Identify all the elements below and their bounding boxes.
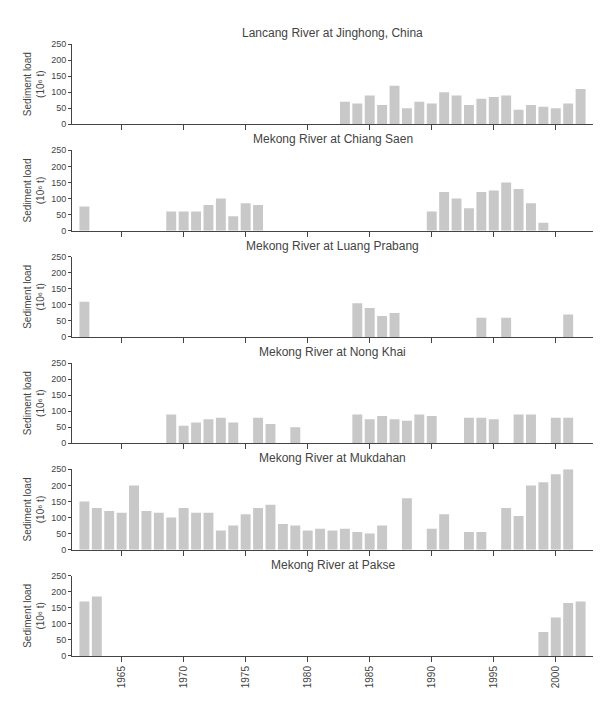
svg-text:1965: 1965	[116, 666, 127, 689]
svg-text:150: 150	[51, 71, 66, 81]
svg-text:100: 100	[51, 619, 66, 629]
svg-text:Sediment load(10⁶ t): Sediment load(10⁶ t)	[22, 159, 46, 223]
svg-text:150: 150	[51, 603, 66, 613]
svg-text:100: 100	[51, 87, 66, 97]
svg-text:1975: 1975	[240, 666, 251, 689]
svg-text:100: 100	[51, 406, 66, 416]
svg-text:0: 0	[61, 119, 66, 129]
svg-text:2000: 2000	[550, 666, 561, 689]
svg-text:200: 200	[51, 55, 66, 65]
svg-text:150: 150	[51, 390, 66, 400]
svg-text:Sediment load(10⁶ t): Sediment load(10⁶ t)	[22, 265, 46, 329]
svg-text:50: 50	[56, 103, 66, 113]
svg-text:0: 0	[61, 651, 66, 661]
svg-text:1985: 1985	[364, 666, 375, 689]
svg-text:Mekong River at Luang Prabang: Mekong River at Luang Prabang	[246, 239, 419, 253]
svg-text:1970: 1970	[178, 666, 189, 689]
svg-text:250: 250	[51, 145, 66, 155]
svg-text:150: 150	[51, 284, 66, 294]
svg-text:0: 0	[61, 545, 66, 555]
svg-text:200: 200	[51, 481, 66, 491]
svg-text:0: 0	[61, 438, 66, 448]
svg-text:100: 100	[51, 194, 66, 204]
svg-text:200: 200	[51, 587, 66, 597]
svg-text:200: 200	[51, 374, 66, 384]
svg-text:200: 200	[51, 162, 66, 172]
svg-text:0: 0	[61, 226, 66, 236]
svg-text:150: 150	[51, 178, 66, 188]
svg-text:Mekong River at Nong Khai: Mekong River at Nong Khai	[259, 345, 406, 359]
svg-text:Lancang River at Jinghong, Chi: Lancang River at Jinghong, China	[242, 26, 423, 40]
svg-text:250: 250	[51, 39, 66, 49]
svg-text:200: 200	[51, 268, 66, 278]
svg-text:Sediment load(10⁶ t): Sediment load(10⁶ t)	[22, 478, 46, 542]
svg-text:250: 250	[51, 571, 66, 581]
svg-text:250: 250	[51, 252, 66, 262]
svg-text:250: 250	[51, 464, 66, 474]
svg-text:50: 50	[56, 210, 66, 220]
svg-text:50: 50	[56, 422, 66, 432]
svg-text:Mekong River at Mukdahan: Mekong River at Mukdahan	[259, 451, 406, 465]
svg-text:100: 100	[51, 300, 66, 310]
svg-text:1995: 1995	[488, 666, 499, 689]
svg-text:150: 150	[51, 497, 66, 507]
svg-text:50: 50	[56, 529, 66, 539]
svg-text:100: 100	[51, 513, 66, 523]
svg-text:Mekong River at Pakse: Mekong River at Pakse	[271, 558, 395, 572]
svg-text:250: 250	[51, 358, 66, 368]
svg-text:Sediment load(10⁶ t): Sediment load(10⁶ t)	[22, 371, 46, 435]
svg-text:50: 50	[56, 316, 66, 326]
svg-text:0: 0	[61, 332, 66, 342]
svg-text:1980: 1980	[302, 666, 313, 689]
svg-text:Mekong River at Chiang Saen: Mekong River at Chiang Saen	[253, 132, 413, 146]
svg-text:1990: 1990	[426, 666, 437, 689]
svg-text:50: 50	[56, 635, 66, 645]
svg-text:Sediment load(10⁶ t): Sediment load(10⁶ t)	[22, 52, 46, 116]
svg-text:Sediment load(10⁶ t): Sediment load(10⁶ t)	[22, 584, 46, 648]
